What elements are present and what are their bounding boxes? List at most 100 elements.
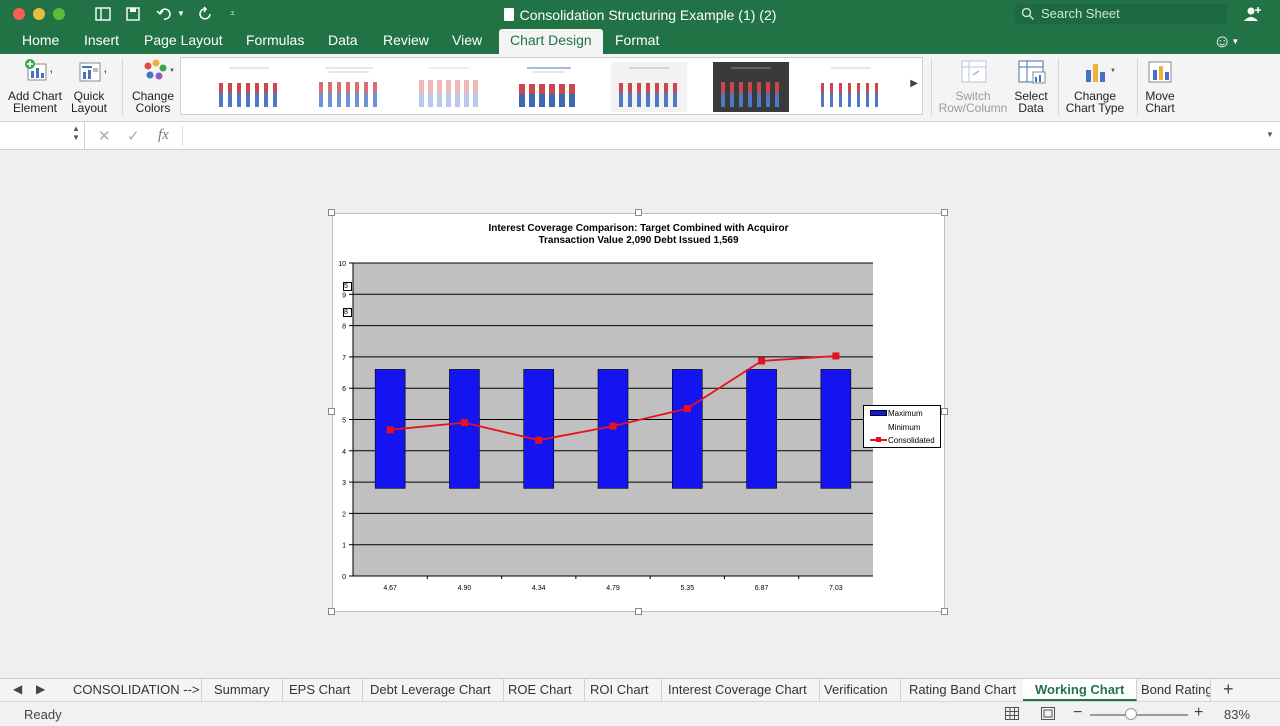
quick-layout-label-1: Quick (73, 89, 105, 103)
undo-dropdown-icon[interactable]: ▼ (177, 9, 185, 18)
x-tick-label: 7.03 (829, 585, 843, 592)
legend-swatch (870, 410, 887, 416)
chart-style-3[interactable] (411, 62, 487, 112)
tab-data[interactable]: Data (328, 32, 358, 48)
chart-resize-handle-l[interactable] (328, 408, 335, 415)
quick-layout-button[interactable]: ▼ Quick Layout (66, 58, 112, 114)
y-tick-label: 10 (338, 261, 346, 268)
point-consolidated (683, 405, 691, 413)
tab-format[interactable]: Format (615, 32, 660, 48)
sheet-tab-debt-leverage-chart[interactable]: Debt Leverage Chart (358, 679, 504, 701)
save-icon[interactable] (124, 5, 142, 23)
chart-title: Interest Coverage Comparison: Target Com… (332, 223, 945, 247)
tab-view[interactable]: View (452, 32, 483, 48)
change-chart-type-icon: ▼ (1082, 58, 1116, 84)
status-text: Ready (24, 707, 62, 722)
page-layout-view-icon[interactable] (1041, 707, 1055, 723)
sheet-tab-verification[interactable]: Verification (812, 679, 901, 701)
sheet-tab-summary[interactable]: Summary (202, 679, 283, 701)
zoom-in-icon[interactable]: + (1194, 704, 1204, 721)
name-box-stepper-icon[interactable]: ▲ ▼ (72, 124, 80, 142)
legend-swatch (870, 437, 887, 443)
zoom-slider[interactable] (1090, 714, 1188, 716)
maximize-window-button[interactable] (53, 8, 65, 20)
chart-resize-handle-tr[interactable] (941, 209, 948, 216)
sheet-tab-roe-chart[interactable]: ROE Chart (496, 679, 585, 701)
title-bar: ▼ ⩡ Consolidation Structuring Example (1… (0, 0, 1280, 29)
tab-formulas[interactable]: Formulas (246, 32, 305, 48)
zoom-out-icon[interactable]: − (1073, 704, 1083, 721)
sheet-tab-consolidation[interactable]: CONSOLIDATION --> (61, 679, 202, 701)
feedback-smiley-icon[interactable]: ☺▼ (1213, 31, 1240, 51)
sheet-tab-interest-coverage-chart[interactable]: Interest Coverage Chart (656, 679, 820, 701)
chart-title-line: Interest Coverage Comparison: Target Com… (488, 223, 789, 234)
x-tick-label: 4.90 (458, 585, 472, 592)
tab-home[interactable]: Home (22, 32, 60, 48)
tab-review[interactable]: Review (383, 32, 429, 48)
sheet-tab-bar: ◀ ▶ CONSOLIDATION --> Summary EPS Chart … (0, 678, 1280, 701)
select-data-button[interactable]: Select Data (1010, 58, 1052, 114)
sheet-tab-bond-rating[interactable]: Bond Rating (1129, 679, 1211, 701)
window-title-text: Consolidation Structuring Example (1) (2… (519, 7, 777, 23)
chart-style-2[interactable] (311, 62, 387, 112)
chart-resize-handle-r[interactable] (941, 408, 948, 415)
move-chart-button[interactable]: Move Chart (1142, 58, 1178, 114)
sheet-tab-roi-chart[interactable]: ROI Chart (578, 679, 662, 701)
insert-function-icon[interactable]: fx (158, 127, 169, 143)
chart-resize-handle-t[interactable] (635, 209, 642, 216)
prev-sheet-arrow-icon[interactable]: ◀ (13, 682, 23, 696)
y-tick-label: 8 (342, 324, 346, 331)
change-colors-button[interactable]: ▼ Change Colors (128, 58, 178, 114)
legend-label: Consolidated (888, 436, 935, 445)
chart-resize-handle-b[interactable] (635, 608, 642, 615)
change-chart-type-button[interactable]: ▼ Change Chart Type (1064, 58, 1126, 114)
move-chart-icon (1147, 58, 1173, 84)
chart-style-7[interactable] (813, 62, 889, 112)
add-sheet-icon[interactable]: + (1223, 679, 1234, 699)
minimize-window-button[interactable] (33, 8, 45, 20)
name-box[interactable]: ▲ ▼ (0, 122, 85, 149)
cancel-formula-icon[interactable]: ✕ (98, 128, 111, 145)
chart-resize-handle-br[interactable] (941, 608, 948, 615)
chart-legend: Maximum Minimum Consolidated (863, 405, 941, 448)
point-consolidated (832, 352, 840, 360)
add-chart-element-label-1: Add Chart (7, 89, 63, 103)
ribbon: ▼ Add Chart Element ▼ Quick Layout ▼ Cha… (0, 54, 1280, 122)
expand-formula-icon[interactable]: ▼ (1266, 130, 1274, 139)
svg-text:▼: ▼ (1110, 68, 1116, 74)
chart-resize-handle-tl[interactable] (328, 209, 335, 216)
next-sheet-arrow-icon[interactable]: ▶ (36, 682, 46, 696)
enter-formula-icon[interactable]: ✓ (127, 128, 140, 145)
redo-icon[interactable] (197, 5, 215, 23)
sheet-tab-working-chart[interactable]: Working Chart (1023, 679, 1138, 701)
y-tick-label: 1 (342, 543, 346, 550)
series-label-stub: 8 (343, 308, 352, 317)
formula-input[interactable] (184, 122, 1264, 149)
add-chart-element-label-2: Element (12, 101, 58, 115)
undo-icon[interactable] (155, 5, 173, 23)
tab-page-layout[interactable]: Page Layout (144, 32, 223, 48)
chart-style-1[interactable] (211, 62, 287, 112)
tab-insert[interactable]: Insert (84, 32, 120, 48)
chart-style-4[interactable] (511, 62, 587, 112)
sheet-tab-eps-chart[interactable]: EPS Chart (277, 679, 364, 701)
switch-row-column-button[interactable]: Switch Row/Column (938, 58, 1008, 114)
legend-swatch (870, 424, 887, 430)
gallery-next-arrow-icon[interactable]: ▶ (910, 78, 918, 89)
chart-style-6[interactable] (713, 62, 789, 112)
y-tick-label: 2 (342, 511, 346, 518)
close-window-button[interactable] (13, 8, 25, 20)
chart-style-5[interactable] (611, 62, 687, 112)
ribbon-tabs: Home Insert Page Layout Formulas Data Re… (0, 29, 1280, 54)
zoom-slider-knob[interactable] (1125, 708, 1137, 720)
normal-view-icon[interactable] (1005, 707, 1019, 723)
add-chart-element-button[interactable]: ▼ Add Chart Element (6, 58, 64, 114)
add-person-icon[interactable] (1242, 5, 1262, 26)
tab-chart-design[interactable]: Chart Design (499, 29, 603, 54)
x-tick-label: 4.67 (383, 585, 397, 592)
search-sheet-input[interactable]: Search Sheet (1015, 4, 1227, 24)
sheet-tab-rating-band-chart[interactable]: Rating Band Chart (897, 679, 1029, 701)
chart-resize-handle-bl[interactable] (328, 608, 335, 615)
sidebar-toggle-icon[interactable] (94, 5, 112, 23)
customize-toolbar-icon[interactable]: ⩡ (230, 8, 236, 18)
